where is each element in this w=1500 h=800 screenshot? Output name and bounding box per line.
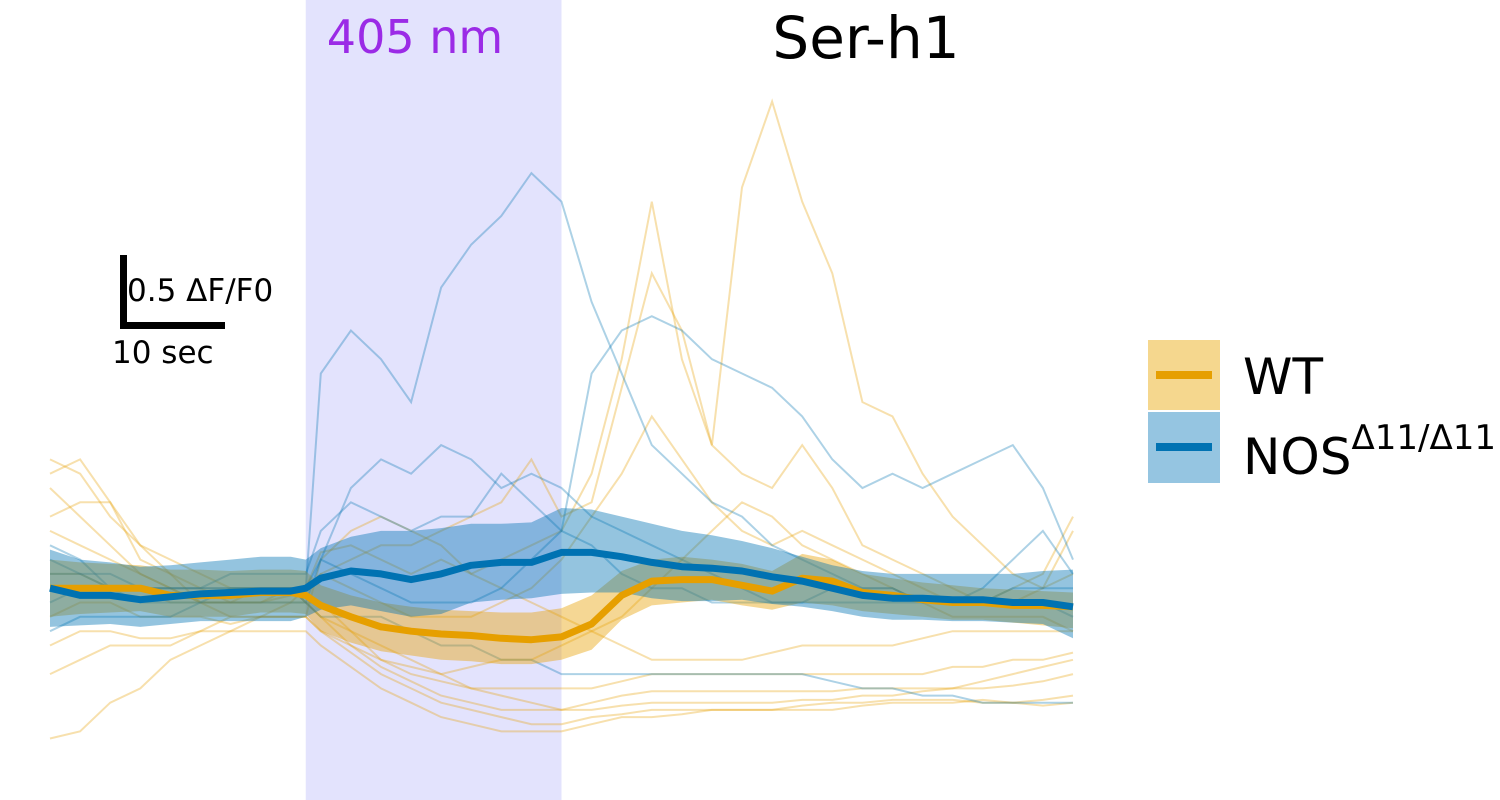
wt-trace-5: [49, 529, 1074, 711]
chart-title: Ser-h1: [772, 4, 959, 72]
nos-mean-line: [49, 548, 1074, 611]
legend-nos-superscript: Δ11/Δ11: [1352, 418, 1497, 458]
wt-trace-8: [49, 630, 1074, 733]
sem-bands: [50, 508, 1073, 665]
wt-trace-4: [49, 501, 1074, 690]
legend-nos-label: NOSΔ11/Δ11: [1243, 418, 1496, 486]
nos-trace-5: [49, 601, 1073, 704]
stim-label: 405 nm: [327, 10, 503, 64]
wt-trace-7: [49, 601, 1074, 726]
scale-bar-x-label: 10 sec: [112, 335, 214, 371]
wt-trace-9: [49, 515, 1073, 740]
scale-bar-y-label: 0.5 ΔF/F0: [127, 273, 273, 309]
legend-wt-label: WT: [1243, 348, 1323, 406]
nos-trace-2: [49, 472, 1073, 604]
legend-nos-name: NOS: [1243, 428, 1352, 486]
wt-trace-1: [49, 98, 1074, 604]
wt-trace-10: [49, 501, 1074, 676]
stim-window: [305, 0, 562, 800]
individual-traces: [49, 98, 1074, 740]
mean-lines: [49, 548, 1074, 644]
legend: WT NOSΔ11/Δ11: [1148, 340, 1496, 486]
wt-trace-2: [49, 270, 1074, 618]
wt-trace-3: [49, 414, 1074, 618]
wt-trace-6: [50, 572, 1074, 711]
nos-sem-band: [50, 508, 1073, 639]
nos-trace-3: [49, 443, 1074, 605]
nos-trace-4: [50, 315, 1074, 604]
scale-bar: 0.5 ΔF/F0 10 sec: [112, 255, 273, 371]
